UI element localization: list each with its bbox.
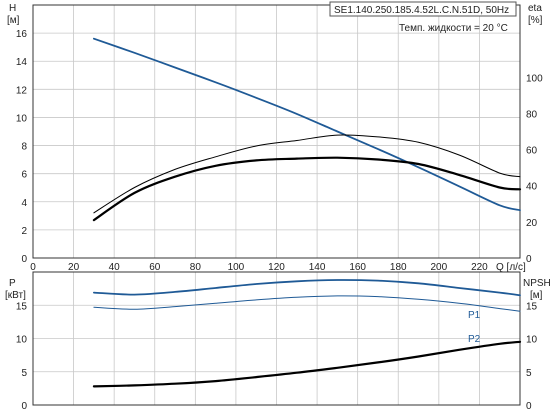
- top-left-tick-labels: 0 2 4 6 8 10 12 14 16: [16, 29, 28, 265]
- power-curve-p2: [93, 295, 521, 312]
- right-y-tick-label: 60: [526, 146, 538, 157]
- left-y-tick-label: 0: [21, 254, 27, 265]
- x-tick-label: 60: [149, 262, 161, 273]
- right-y-tick-label: 0: [526, 254, 532, 265]
- eta-axis-label: eta: [528, 3, 542, 14]
- top-plot-frame: [32, 4, 521, 259]
- left-y-tick-label: 6: [21, 170, 27, 181]
- left-y-tick-label: 10: [16, 113, 28, 124]
- x-tick-label: 100: [228, 262, 245, 273]
- power-axis-unit: [кВт]: [5, 290, 26, 301]
- title-box: [329, 1, 517, 17]
- right-y-tick-label: 15: [526, 301, 538, 312]
- efficiency-curve-upper: [93, 134, 521, 214]
- power-axis-label: P: [9, 278, 16, 289]
- power-curve-p1: [93, 279, 521, 297]
- left-y-tick-label: 15: [16, 301, 28, 312]
- bottom-plot-frame: [32, 271, 521, 406]
- eta-axis-unit: [%]: [528, 15, 543, 26]
- npsh-curve: [92, 340, 522, 388]
- right-y-tick-label: 100: [526, 73, 543, 84]
- top-panel: 0 20 40 60 80 100 120 140 160 180 200 220 024681012…: [7, 1, 543, 273]
- x-tick-label: 180: [390, 262, 407, 273]
- x-axis-label: Q [л/с]: [496, 262, 526, 273]
- x-tick-label: 160: [349, 262, 366, 273]
- left-y-tick-label: 14: [16, 57, 28, 68]
- x-tick-label: 200: [430, 262, 447, 273]
- x-tick-label: 80: [190, 262, 202, 273]
- bottom-series: [92, 279, 522, 388]
- bottom-panel: 0 5 10 15 0 5 10 15 P [кВт] NPSH [м] P1 P2: [5, 271, 551, 411]
- efficiency-curve-lower: [92, 156, 522, 222]
- chart-title: SE1.140.250.185.4.52L.C.N.51D, 50Hz: [334, 5, 509, 16]
- left-y-tick-label: 12: [16, 85, 28, 96]
- left-y-tick-label: 0: [21, 401, 27, 411]
- x-tick-label: 40: [109, 262, 121, 273]
- x-tick-label: 220: [471, 262, 488, 273]
- head-curve: [93, 37, 521, 212]
- top-x-tick-labels: 0 20 40 60 80 100 120 140 160 180 200 220: [30, 262, 488, 273]
- left-y-tick-label: 10: [16, 335, 28, 346]
- bottom-right-tick-labels: 0 5 10 15: [526, 301, 538, 411]
- right-y-tick-label: 40: [526, 182, 538, 193]
- head-axis-label: H: [9, 3, 16, 14]
- right-y-tick-label: 5: [526, 368, 532, 379]
- npsh-axis-label: NPSH: [523, 278, 551, 289]
- left-y-tick-label: 5: [21, 368, 27, 379]
- left-y-tick-label: 16: [16, 29, 28, 40]
- left-y-tick-label: 8: [21, 142, 27, 153]
- x-tick-label: 20: [68, 262, 80, 273]
- chart-subtitle: Темп. жидкости = 20 °C: [399, 23, 508, 34]
- right-y-tick-label: 80: [526, 109, 538, 120]
- x-tick-label: 140: [309, 262, 326, 273]
- bottom-left-tick-labels: 0 5 10 15: [16, 301, 28, 411]
- right-y-tick-label: 20: [526, 218, 538, 229]
- right-y-tick-label: 10: [526, 335, 538, 346]
- left-y-tick-label: 2: [21, 226, 27, 237]
- p2-series-label: P2: [468, 334, 481, 345]
- x-tick-label: 0: [30, 262, 36, 273]
- npsh-axis-unit: [м]: [530, 290, 543, 301]
- left-y-tick-label: 4: [21, 198, 27, 209]
- right-y-tick-label: 0: [526, 401, 532, 411]
- top-series: [92, 37, 522, 222]
- x-tick-label: 120: [268, 262, 285, 273]
- top-right-tick-labels: 0 20 40 60 80 100: [526, 73, 543, 265]
- p1-series-label: P1: [468, 310, 481, 321]
- head-axis-unit: [м]: [7, 15, 20, 26]
